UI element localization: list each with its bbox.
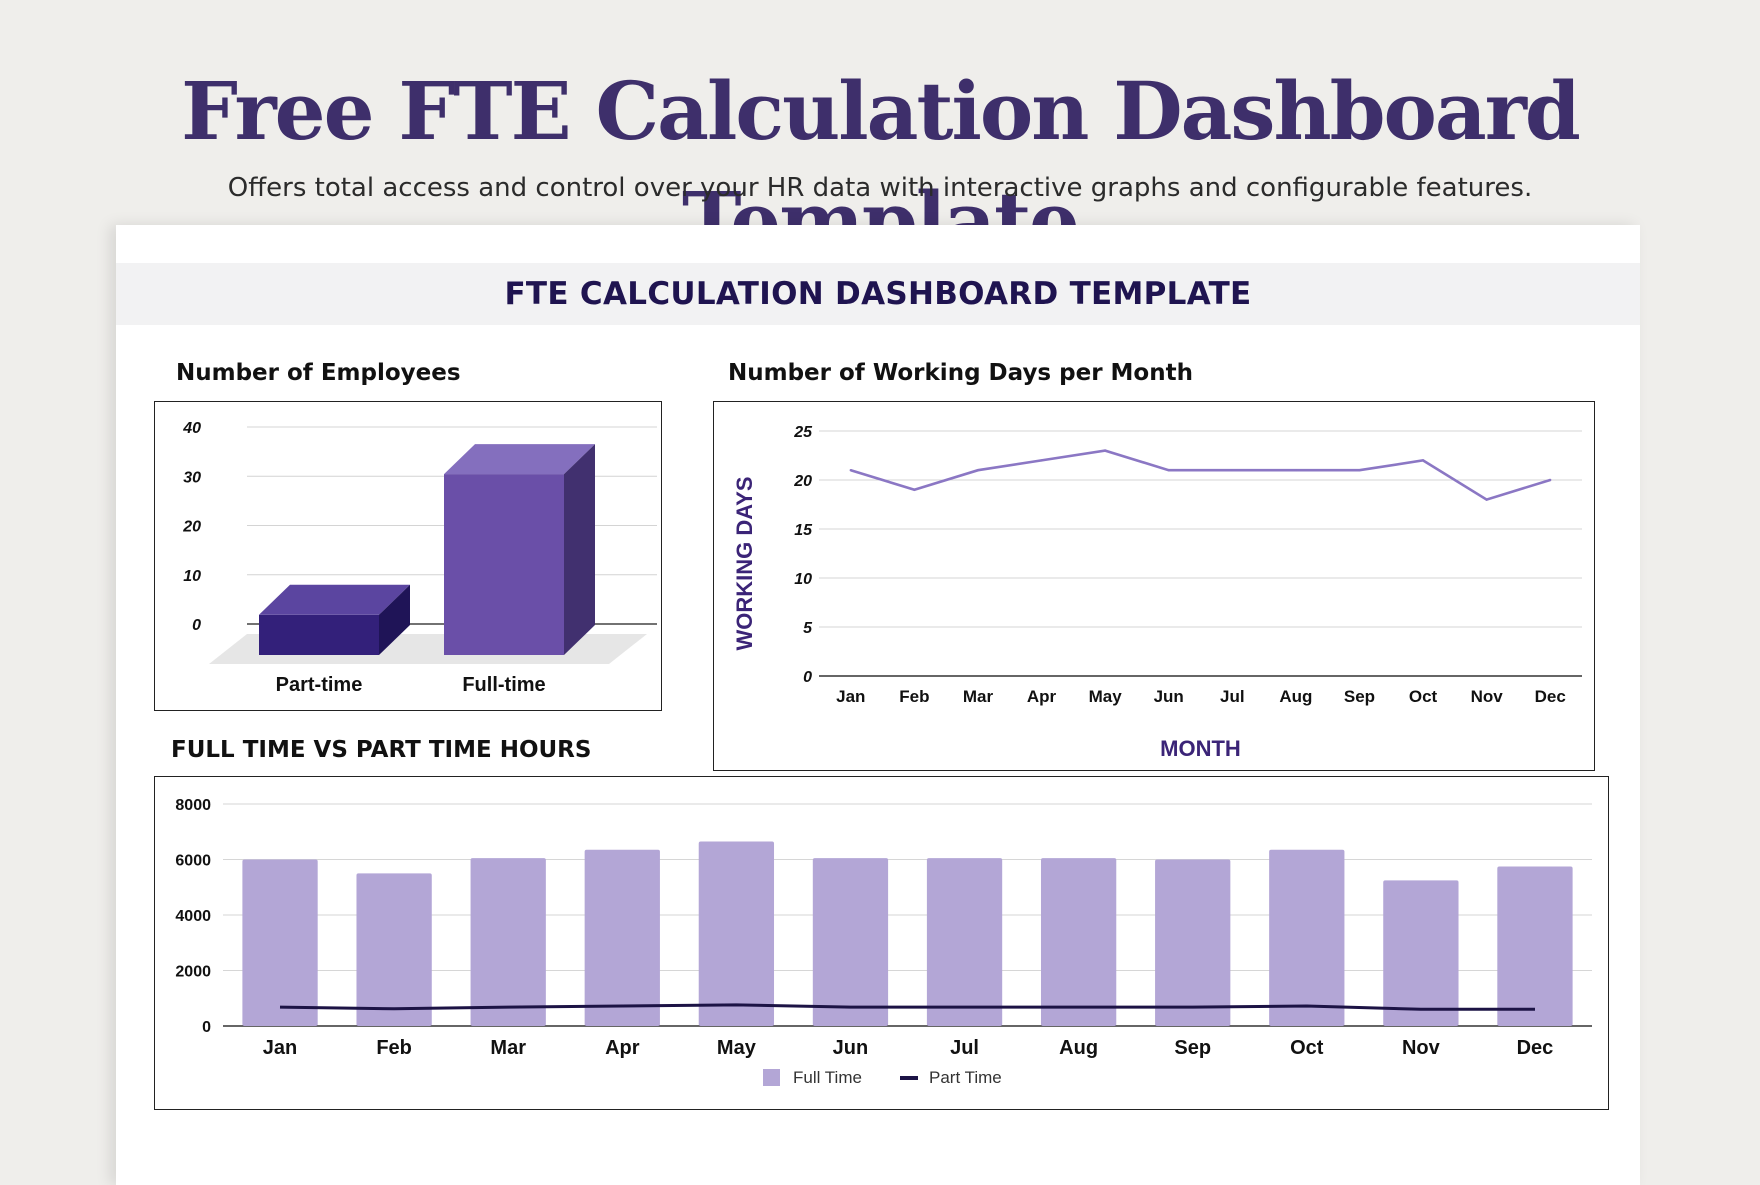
data-point [976,469,980,472]
x-tick-label: Jul [1220,687,1245,706]
y-tick-label: 4000 [175,908,211,925]
working-days-line [850,449,1551,502]
x-tick-label: Dec [1517,1037,1554,1059]
x-axis-title: MONTH [1160,736,1241,761]
y-tick-label: 0 [192,617,201,634]
y-tick-label: 10 [183,568,201,585]
full-time-bar [1383,880,1459,1026]
x-tick-label: Oct [1290,1037,1324,1059]
bar-front [259,614,379,655]
data-point [1040,459,1043,462]
x-tick-label: Oct [1409,687,1438,706]
x-tick-label: Jan [836,687,865,706]
y-tick-label: 6000 [175,853,211,870]
x-tick-label: May [717,1037,757,1059]
full-time-bar [926,858,1003,1026]
data-point [1358,469,1361,472]
y-tick-label: 8000 [175,797,211,814]
x-tick-label: Apr [605,1037,640,1059]
y-axis-title: WORKING DAYS [732,477,757,651]
data-point [1421,459,1425,462]
x-tick-label: Dec [1535,687,1566,706]
y-tick-label: 5 [803,620,813,637]
dashboard-sheet: FTE CALCULATION DASHBOARD TEMPLATE Numbe… [116,225,1640,1185]
data-point [1167,469,1170,472]
full-time-bar [584,849,660,1026]
legend-label-part-time: Part Time [929,1068,1002,1087]
data-point [849,469,852,472]
full-time-bar [1269,849,1345,1026]
x-tick-label: Aug [1059,1037,1098,1059]
y-tick-label: 15 [794,522,813,539]
data-point [1231,469,1234,472]
x-tick-label: Sep [1344,687,1375,706]
x-tick-label: Apr [1027,687,1057,706]
hours-chart-title: FULL TIME VS PART TIME HOURS [171,737,592,763]
dashboard-banner: FTE CALCULATION DASHBOARD TEMPLATE [116,263,1640,325]
full-time-bar [812,858,889,1026]
employees-chart: 0 10 20 30 40 Part-time Full-time [154,401,662,711]
employees-chart-title: Number of Employees [176,360,461,386]
dashboard-banner-title: FTE CALCULATION DASHBOARD TEMPLATE [504,276,1252,312]
x-tick-label: Nov [1471,687,1504,706]
legend-label-full-time: Full Time [793,1068,862,1087]
full-time-bar [1497,866,1573,1026]
hours-chart: 0 2000 4000 6000 8000 Jan Feb Mar Apr May Jun Jul Au… [154,776,1609,1110]
full-time-bar [1155,859,1231,1026]
data-point [1549,478,1552,482]
bar-front [444,474,564,655]
x-tick-label: Aug [1279,687,1312,706]
x-tick-label: Jun [833,1037,869,1059]
x-tick-label: Feb [376,1037,412,1059]
data-point [1485,498,1488,501]
bar-side [379,584,410,655]
y-tick-label: 30 [183,469,201,486]
x-tick-label: Full-time [462,674,545,696]
data-point [913,488,916,491]
x-tick-label: Sep [1174,1037,1211,1059]
y-tick-label: 25 [793,424,813,441]
x-tick-label: Nov [1402,1037,1441,1059]
bar-top [259,584,410,615]
x-tick-label: Jan [263,1037,297,1059]
working-days-chart-title: Number of Working Days per Month [728,360,1193,386]
full-time-bar [1040,858,1117,1026]
bar-side [564,444,595,655]
y-tick-label: 20 [182,519,201,536]
employees-chart-svg: 0 10 20 30 40 Part-time Full-time [182,420,657,696]
x-tick-label: Jul [950,1037,979,1059]
full-time-bar [242,859,318,1026]
full-time-bar [356,873,432,1026]
y-tick-label: 2000 [175,964,211,981]
data-point [1294,469,1298,472]
bar-top [444,444,595,475]
full-time-bar [698,841,775,1026]
page-title: Free FTE Calculation Dashboard Template [181,64,1581,268]
x-tick-label: Feb [899,687,929,706]
y-tick-label: 40 [182,420,201,437]
y-tick-label: 10 [794,571,812,588]
x-tick-label: May [1089,687,1123,706]
x-tick-label: Mar [490,1037,526,1059]
working-days-chart: 0 5 10 15 20 25 Jan Feb Mar Apr May Jun Jul Aug Sep Oct… [713,401,1595,771]
hours-chart-svg: 0 2000 4000 6000 8000 Jan Feb Mar Apr May Jun Jul Au… [175,797,1592,1087]
working-days-chart-svg: 0 5 10 15 20 25 Jan Feb Mar Apr May Jun Jul Aug Sep Oct… [732,424,1582,761]
full-time-bar [470,858,546,1026]
part-time-line [279,1003,1535,1011]
y-tick-label: 0 [202,1019,211,1036]
y-tick-label: 20 [793,473,812,490]
x-tick-label: Jun [1154,687,1184,706]
legend-swatch-full-time [763,1069,780,1086]
page-subtitle: Offers total access and control over you… [227,173,1533,203]
y-tick-label: 0 [803,669,812,686]
x-tick-label: Mar [963,687,994,706]
data-point [1103,449,1107,452]
x-tick-label: Part-time [276,674,363,696]
